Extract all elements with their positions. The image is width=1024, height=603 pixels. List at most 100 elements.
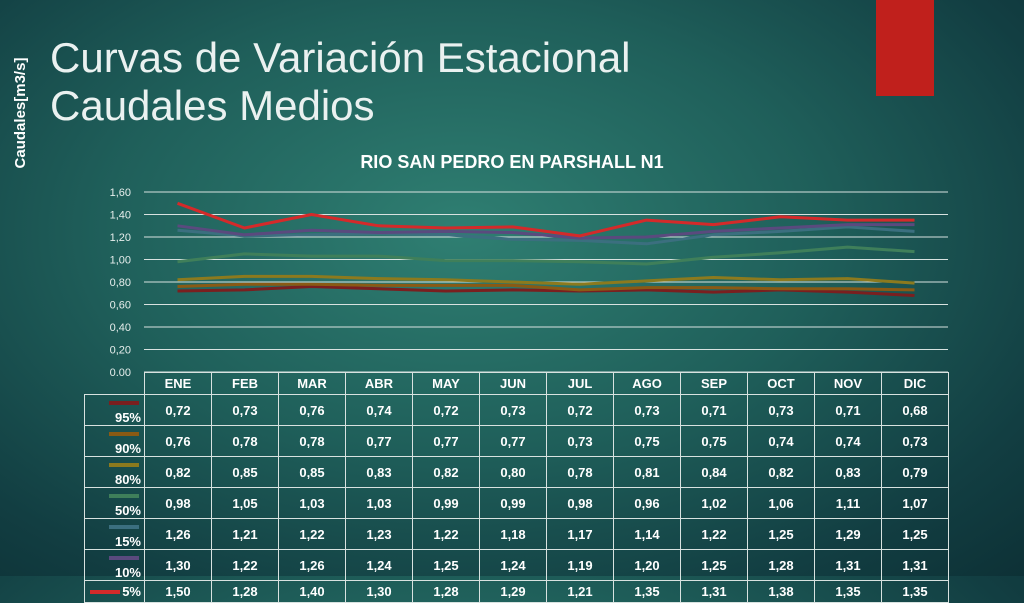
category-header: SEP: [680, 372, 748, 395]
data-value: 0,73: [211, 394, 279, 426]
data-value: 1,28: [412, 580, 480, 603]
category-header: JUN: [479, 372, 547, 395]
data-value: 1,30: [345, 580, 413, 603]
data-table: ENE FEB MAR ABR MAY JUN JUL AGO SEP OCT NOV DIC 95%…: [84, 372, 949, 603]
data-value: 0,85: [278, 456, 346, 488]
data-value: 0,73: [546, 425, 614, 457]
y-tick-label: 1,20: [110, 232, 131, 244]
category-header: ENE: [144, 372, 212, 395]
data-value: 0,99: [479, 487, 547, 519]
data-value: 0,98: [546, 487, 614, 519]
data-value: 0,96: [613, 487, 681, 519]
legend-key: [109, 400, 139, 405]
table-row: 15% 1,26 1,21 1,22 1,23 1,22 1,18 1,17 1,14 1,22 1…: [84, 518, 949, 550]
red-accent-bar: [876, 0, 934, 96]
data-value: 1,18: [479, 518, 547, 550]
series-label: 50%: [84, 487, 145, 519]
data-value: 0,99: [412, 487, 480, 519]
data-value: 0,80: [479, 456, 547, 488]
y-tick-label: 0.00: [110, 367, 131, 379]
data-value: 0,85: [211, 456, 279, 488]
series-label: 80%: [84, 456, 145, 488]
series-line-5pct: [176, 201, 915, 238]
category-header: ABR: [345, 372, 413, 395]
table-body: 95% 0,72 0,73 0,76 0,74 0,72 0,73 0,72 0,73 0,71 0…: [84, 394, 949, 603]
data-value: 1,02: [680, 487, 748, 519]
series-label: 95%: [84, 394, 145, 426]
data-value: 1,21: [546, 580, 614, 603]
legend-key: [109, 555, 139, 560]
data-value: 1,11: [814, 487, 882, 519]
data-value: 0,77: [345, 425, 413, 457]
series-line-50pct: [177, 245, 915, 266]
series-label: 5%: [84, 580, 145, 603]
data-value: 1,22: [278, 518, 346, 550]
table-header-row: ENE FEB MAR ABR MAY JUN JUL AGO SEP OCT NOV DIC: [85, 372, 949, 395]
data-value: 1,03: [278, 487, 346, 519]
slide-title-line-2: Caudales Medios: [50, 82, 375, 129]
data-value: 0,84: [680, 456, 748, 488]
data-value: 1,35: [814, 580, 882, 603]
table-row: 80% 0,82 0,85 0,85 0,83 0,82 0,80 0,78 0,81 0,84 0…: [84, 456, 949, 488]
y-tick-label: 1,00: [110, 255, 131, 267]
series-name: 95%: [114, 410, 141, 425]
data-value: 1,29: [479, 580, 547, 603]
data-value: 0,76: [278, 394, 346, 426]
data-value: 1,21: [211, 518, 279, 550]
legend-key: [109, 524, 139, 529]
data-value: 1,25: [881, 518, 949, 550]
series-name: 80%: [114, 472, 141, 487]
data-value: 0,72: [144, 394, 212, 426]
category-header: MAY: [412, 372, 480, 395]
data-value: 0,74: [814, 425, 882, 457]
data-value: 1,17: [546, 518, 614, 550]
table-row: 90% 0,76 0,78 0,78 0,77 0,77 0,77 0,73 0,75 0,75 0…: [84, 425, 949, 457]
series-line-15pct: [177, 225, 915, 246]
series-name: 5%: [122, 584, 141, 599]
category-header: FEB: [211, 372, 279, 395]
data-value: 1,40: [278, 580, 346, 603]
series-name: 10%: [114, 565, 141, 580]
data-value: 0,83: [345, 456, 413, 488]
data-value: 0,77: [412, 425, 480, 457]
data-value: 1,06: [747, 487, 815, 519]
category-header: NOV: [814, 372, 882, 395]
table-row: 50% 0,98 1,05 1,03 1,03 0,99 0,99 0,98 0,96 1,02 1…: [84, 487, 949, 519]
data-value: 0,73: [747, 394, 815, 426]
data-value: 1,03: [345, 487, 413, 519]
data-value: 0,75: [613, 425, 681, 457]
legend-key: [109, 493, 139, 498]
data-value: 1,35: [881, 580, 949, 603]
slide-title: Curvas de Variación Estacional Caudales …: [50, 34, 850, 130]
y-tick-label: 0,60: [110, 300, 131, 312]
y-tick-label: 1,60: [110, 187, 131, 199]
series-label: 15%: [84, 518, 145, 550]
data-value: 0,82: [747, 456, 815, 488]
data-value: 1,31: [680, 580, 748, 603]
chart-title: RIO SAN PEDRO EN PARSHALL N1: [360, 152, 664, 172]
data-value: 0,72: [546, 394, 614, 426]
category-header: MAR: [278, 372, 346, 395]
data-value: 1,05: [211, 487, 279, 519]
series-name: 15%: [114, 534, 141, 549]
data-value: 1,38: [747, 580, 815, 603]
series-line-10pct: [177, 223, 915, 240]
data-value: 1,22: [412, 518, 480, 550]
table-corner-cell: [85, 373, 145, 395]
category-header: DIC: [881, 372, 949, 395]
data-value: 0,98: [144, 487, 212, 519]
slide-title-line-1: Curvas de Variación Estacional: [50, 34, 631, 81]
data-value: 1,28: [211, 580, 279, 603]
data-value: 0,78: [278, 425, 346, 457]
y-tick-label: 1,40: [110, 210, 131, 222]
data-value: 0,76: [144, 425, 212, 457]
data-value: 0,73: [881, 425, 949, 457]
data-value: 0,79: [881, 456, 949, 488]
legend-key: [109, 431, 139, 436]
data-value: 0,83: [814, 456, 882, 488]
table-row: 5% 1,50 1,28 1,40 1,30 1,28 1,29 1,21 1,35 1,31 1,…: [84, 580, 949, 603]
category-header: AGO: [613, 372, 681, 395]
data-value: 0,73: [479, 394, 547, 426]
data-value: 0,78: [211, 425, 279, 457]
y-axis-label: Caudales[m3/s]: [12, 57, 29, 169]
